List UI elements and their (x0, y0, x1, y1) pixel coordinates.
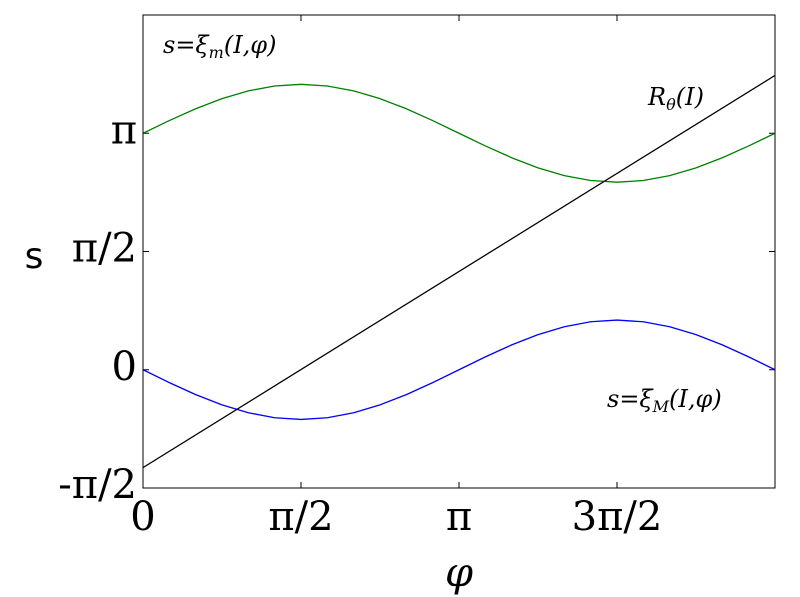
annotation-main: s=ξ (607, 385, 654, 413)
annotation-sub: θ (666, 95, 676, 114)
line (143, 83, 775, 183)
annotation-tail: (I,φ) (224, 31, 277, 59)
annotation: s=ξM(I,φ) (607, 385, 722, 416)
annotation-tail: (I) (676, 83, 704, 111)
x-axis-label: φ (445, 550, 473, 596)
annotation: s=ξm(I,φ) (163, 31, 276, 62)
line (143, 74, 775, 469)
annotation-tail: (I,φ) (669, 385, 722, 413)
annotation-sub: M (652, 397, 670, 416)
annotation: Rθ(I) (647, 83, 704, 114)
y-tick-label: 0 (112, 344, 137, 390)
plot-frame (142, 14, 776, 489)
annotation-sub: m (209, 43, 224, 62)
y-tick-label: π/2 (72, 226, 137, 272)
plot (143, 74, 775, 469)
x-tick-label: π (446, 494, 472, 540)
y-tick-label: π (111, 107, 137, 153)
annotation-main: s=ξ (163, 31, 210, 59)
annotation-main: R (647, 83, 666, 111)
x-tick-label: 3π/2 (572, 494, 663, 540)
x-tick-label: π/2 (268, 494, 333, 540)
y-axis-label: s (25, 236, 44, 277)
line (143, 319, 775, 421)
x-tick-label: 0 (130, 494, 155, 540)
y-tick-label: -π/2 (58, 462, 137, 508)
